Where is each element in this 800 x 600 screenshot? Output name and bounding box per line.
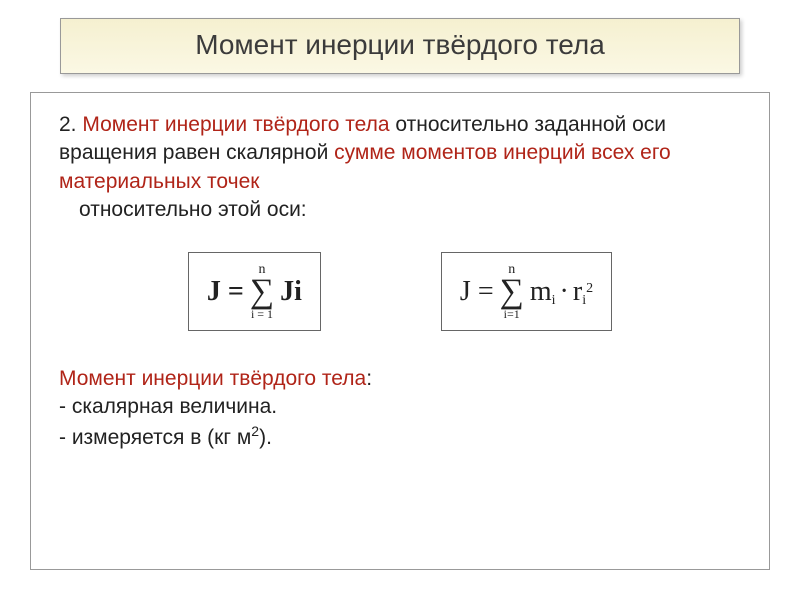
f2-dot: · [560, 273, 569, 311]
f2-sum-bot: i=1 [504, 308, 520, 320]
footer-block: Момент инерции твёрдого тела: - скалярна… [59, 365, 741, 452]
f1-term: Ji [280, 273, 302, 311]
content-box: 2. Момент инерции твёрдого тела относите… [30, 92, 770, 570]
f1-eq: J = [207, 273, 244, 311]
lead-after-2: относительно этой оси: [79, 196, 741, 224]
lead-accent-1: Момент инерции твёрдого тела [82, 113, 389, 136]
footer-line-1: - скалярная величина. [59, 393, 741, 421]
sigma-icon: ∑ [250, 277, 274, 308]
formula-2: J = n ∑ i=1 mi · ri2 [441, 252, 612, 331]
f2-r: ri2 [573, 273, 593, 311]
f1-sum-bot: i = 1 [251, 308, 273, 320]
definition-text: 2. Момент инерции твёрдого тела относите… [59, 111, 741, 224]
footer-label-line: Момент инерции твёрдого тела: [59, 365, 741, 393]
footer-colon: : [366, 367, 372, 390]
f2-m: mi [530, 273, 556, 311]
f1-sigma: n ∑ i = 1 [250, 263, 274, 320]
sigma-icon: ∑ [500, 277, 524, 308]
title-banner: Момент инерции твёрдого тела [60, 18, 740, 74]
footer-label: Момент инерции твёрдого тела [59, 367, 366, 390]
f2-eq: J = [460, 273, 494, 311]
formula-row: J = n ∑ i = 1 Ji J = n ∑ i=1 mi · ri2 [59, 252, 741, 331]
lead-number: 2. [59, 113, 82, 136]
formula-1: J = n ∑ i = 1 Ji [188, 252, 321, 331]
f2-sigma: n ∑ i=1 [500, 263, 524, 320]
footer-line-2: - измеряется в (кг м2). [59, 422, 741, 452]
slide-title: Момент инерции твёрдого тела [71, 29, 729, 61]
